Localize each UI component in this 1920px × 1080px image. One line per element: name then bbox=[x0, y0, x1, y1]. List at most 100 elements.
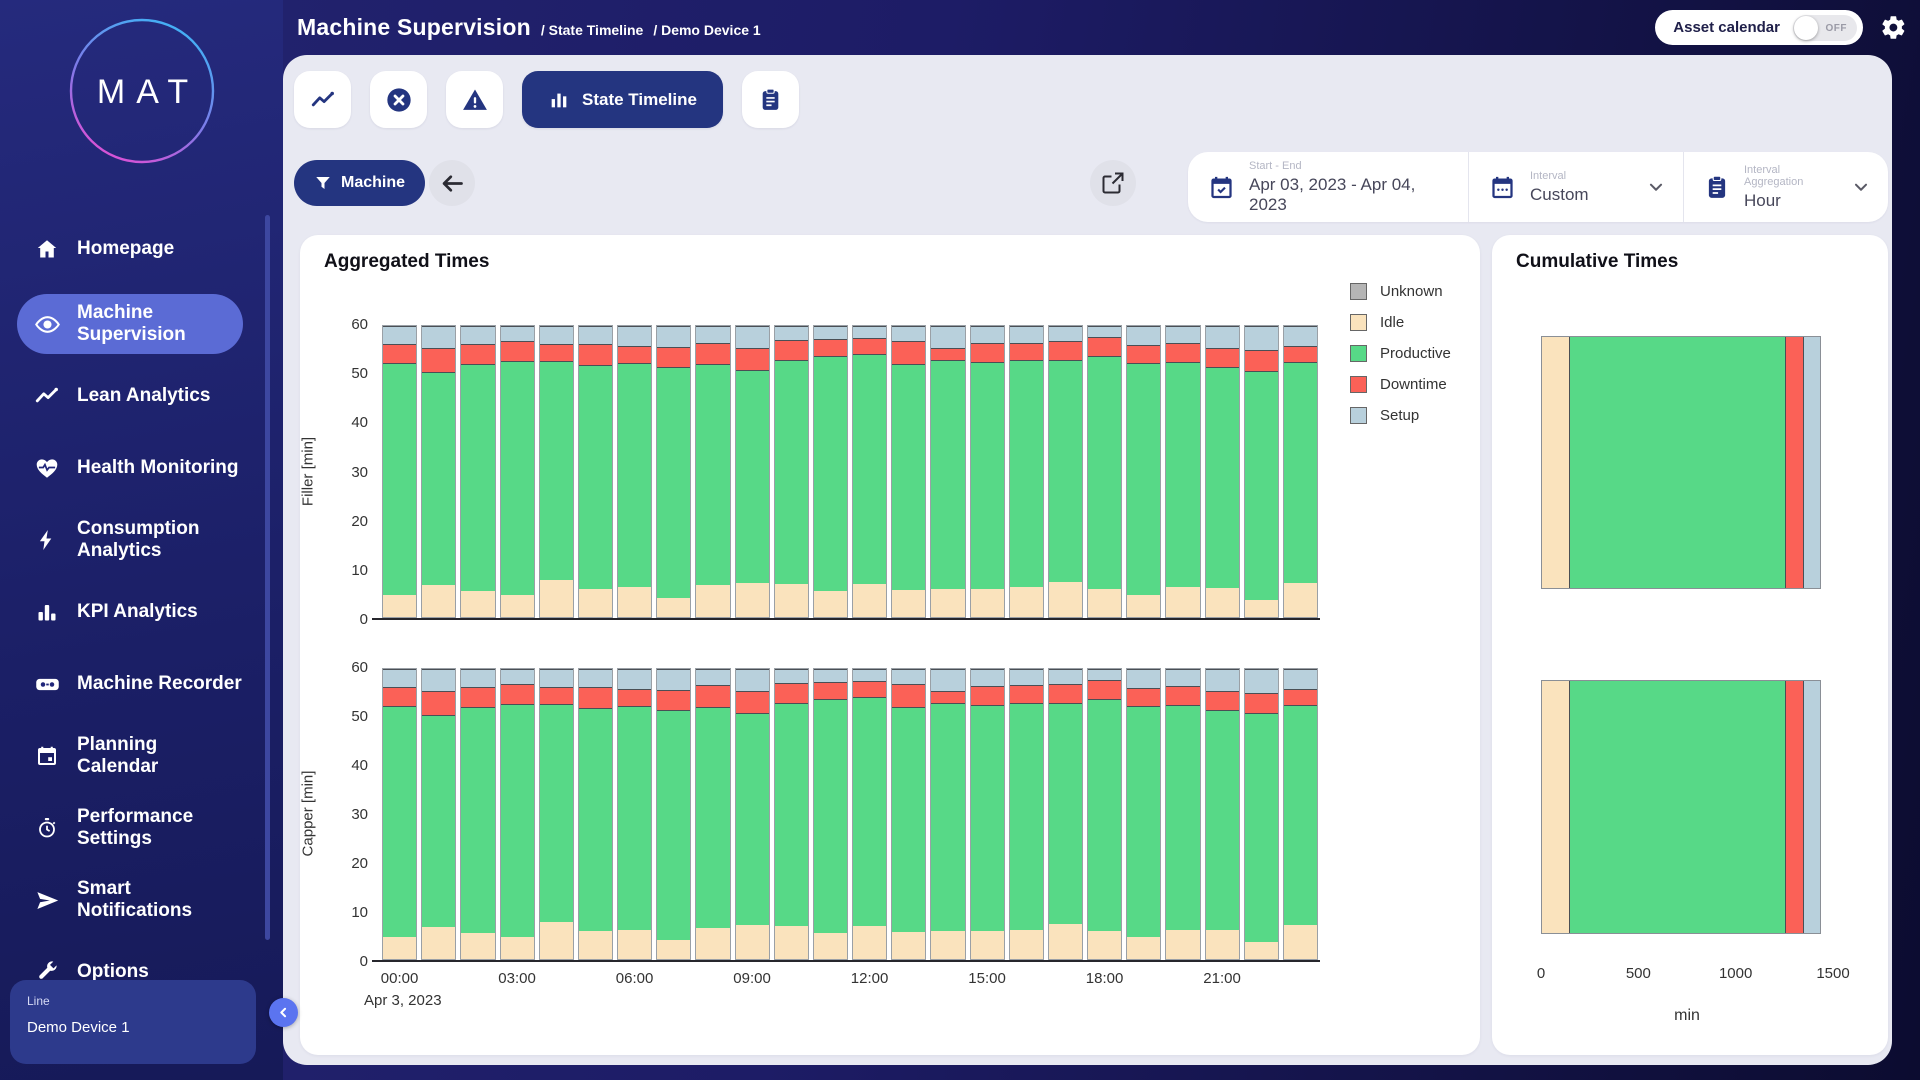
date-range-select[interactable]: Start - End Apr 03, 2023 - Apr 04, 2023 bbox=[1188, 152, 1468, 222]
sidebar-item-homepage[interactable]: Homepage bbox=[17, 225, 243, 273]
segment-productive bbox=[1049, 360, 1082, 582]
sidebar-scrollbar[interactable] bbox=[265, 215, 270, 940]
legend-label: Productive bbox=[1380, 345, 1451, 362]
tab-warning[interactable] bbox=[446, 71, 503, 128]
asset-calendar-toggle-pill[interactable]: Asset calendar OFF bbox=[1655, 10, 1863, 45]
segment-idle bbox=[892, 932, 925, 959]
x-axis-tick: 1500 bbox=[1816, 965, 1849, 982]
legend-item-setup[interactable]: Setup bbox=[1350, 407, 1451, 424]
segment-idle bbox=[383, 937, 416, 959]
y-axis-tick: 40 bbox=[328, 414, 368, 431]
segment-setup bbox=[736, 669, 769, 691]
segment-setup bbox=[1049, 669, 1082, 684]
x-axis-tick: 21:00 bbox=[1203, 970, 1241, 987]
sidebar-item-machine-recorder[interactable]: Machine Recorder bbox=[17, 660, 243, 708]
segment-idle bbox=[1245, 942, 1278, 959]
segment-setup bbox=[618, 669, 651, 689]
stacked-bar-00:00 bbox=[382, 325, 417, 618]
segment-idle bbox=[696, 585, 729, 617]
stacked-bar-04:00 bbox=[539, 668, 574, 960]
sidebar-item-performance-settings[interactable]: Performance Settings bbox=[17, 804, 243, 852]
segment-downtime bbox=[540, 687, 573, 704]
legend-item-idle[interactable]: Idle bbox=[1350, 314, 1451, 331]
segment-productive bbox=[892, 364, 925, 590]
segment-productive bbox=[1049, 703, 1082, 924]
segment-productive bbox=[579, 708, 612, 932]
segment-setup bbox=[1166, 669, 1199, 686]
y-axis-tick: 0 bbox=[328, 611, 368, 628]
segment-downtime bbox=[657, 347, 690, 367]
legend-swatch bbox=[1350, 407, 1367, 424]
sidebar-item-planning-calendar[interactable]: Planning Calendar bbox=[17, 732, 243, 780]
y-axis-tick: 30 bbox=[328, 464, 368, 481]
segment-idle bbox=[1049, 924, 1082, 959]
segment-productive bbox=[657, 367, 690, 598]
segment-productive bbox=[814, 356, 847, 591]
segment-downtime bbox=[1785, 681, 1803, 933]
stacked-bar-11:00 bbox=[813, 325, 848, 618]
sidebar-item-health-monitoring[interactable]: Health Monitoring bbox=[17, 444, 243, 492]
tab-state-timeline[interactable]: State Timeline bbox=[522, 71, 723, 128]
segment-downtime bbox=[736, 691, 769, 713]
interval-aggregation-select[interactable]: Interval Aggregation Hour bbox=[1683, 152, 1888, 222]
breadcrumb-device: / Demo Device 1 bbox=[653, 22, 760, 38]
sidebar-item-kpi-analytics[interactable]: KPI Analytics bbox=[17, 588, 243, 636]
segment-productive bbox=[736, 713, 769, 926]
segment-idle bbox=[696, 928, 729, 959]
segment-downtime bbox=[1245, 693, 1278, 714]
segment-setup bbox=[501, 669, 534, 684]
legend-swatch bbox=[1350, 283, 1367, 300]
segment-idle bbox=[736, 925, 769, 959]
sidebar-item-lean-analytics[interactable]: Lean Analytics bbox=[17, 372, 243, 420]
export-button[interactable] bbox=[1090, 160, 1136, 206]
segment-downtime bbox=[1166, 686, 1199, 704]
segment-setup bbox=[1049, 326, 1082, 341]
back-button[interactable] bbox=[429, 160, 475, 206]
legend-item-unknown[interactable]: Unknown bbox=[1350, 283, 1451, 300]
stacked-bar-15:00 bbox=[970, 325, 1005, 618]
selected-line-card[interactable]: Line Demo Device 1 bbox=[10, 980, 256, 1064]
segment-productive bbox=[501, 361, 534, 595]
topbar: Machine Supervision / State Timeline / D… bbox=[283, 0, 1920, 55]
stacked-bar-23:00 bbox=[1283, 668, 1318, 960]
asset-calendar-switch[interactable]: OFF bbox=[1793, 15, 1857, 41]
segment-downtime bbox=[1785, 337, 1803, 588]
segment-idle bbox=[775, 926, 808, 959]
app-logo: MAT bbox=[0, 0, 283, 166]
stacked-bar-07:00 bbox=[656, 325, 691, 618]
segment-downtime bbox=[1245, 350, 1278, 371]
tab-clipboard[interactable] bbox=[742, 71, 799, 128]
x-axis-tick: 06:00 bbox=[616, 970, 654, 987]
segment-downtime bbox=[1010, 685, 1043, 703]
y-axis-label: Filler [min] bbox=[300, 371, 317, 571]
segment-idle bbox=[1049, 582, 1082, 617]
tab-trend[interactable] bbox=[294, 71, 351, 128]
segment-idle bbox=[1284, 925, 1317, 959]
tab-x-circle[interactable] bbox=[370, 71, 427, 128]
sidebar-item-machine-supervision[interactable]: Machine Supervision bbox=[17, 294, 243, 354]
bar-chart-icon bbox=[33, 600, 61, 624]
legend-item-downtime[interactable]: Downtime bbox=[1350, 376, 1451, 393]
stacked-bar-06:00 bbox=[617, 325, 652, 618]
sidebar-item-consumption-analytics[interactable]: Consumption Analytics bbox=[17, 516, 243, 564]
segment-downtime bbox=[1206, 348, 1239, 367]
interval-select[interactable]: Interval Custom bbox=[1468, 152, 1683, 222]
sidebar-item-label: Consumption Analytics bbox=[77, 518, 243, 562]
sidebar-item-smart-notifications[interactable]: Smart Notifications bbox=[17, 876, 243, 924]
segment-productive bbox=[736, 370, 769, 583]
machine-filter-button[interactable]: Machine bbox=[294, 160, 425, 206]
aggregated-times-title: Aggregated Times bbox=[324, 251, 489, 273]
segment-downtime bbox=[1284, 689, 1317, 704]
stacked-bar-15:00 bbox=[970, 668, 1005, 960]
segment-setup bbox=[1803, 337, 1820, 588]
segment-idle bbox=[971, 589, 1004, 617]
stacked-bar-17:00 bbox=[1048, 668, 1083, 960]
sidebar-collapse-button[interactable] bbox=[269, 998, 298, 1027]
y-axis-tick: 20 bbox=[328, 513, 368, 530]
y-axis-tick: 20 bbox=[328, 855, 368, 872]
segment-setup bbox=[501, 326, 534, 341]
legend-item-productive[interactable]: Productive bbox=[1350, 345, 1451, 362]
legend-label: Downtime bbox=[1380, 376, 1447, 393]
chevron-down-icon bbox=[1850, 176, 1872, 198]
gear-icon[interactable] bbox=[1880, 14, 1907, 41]
